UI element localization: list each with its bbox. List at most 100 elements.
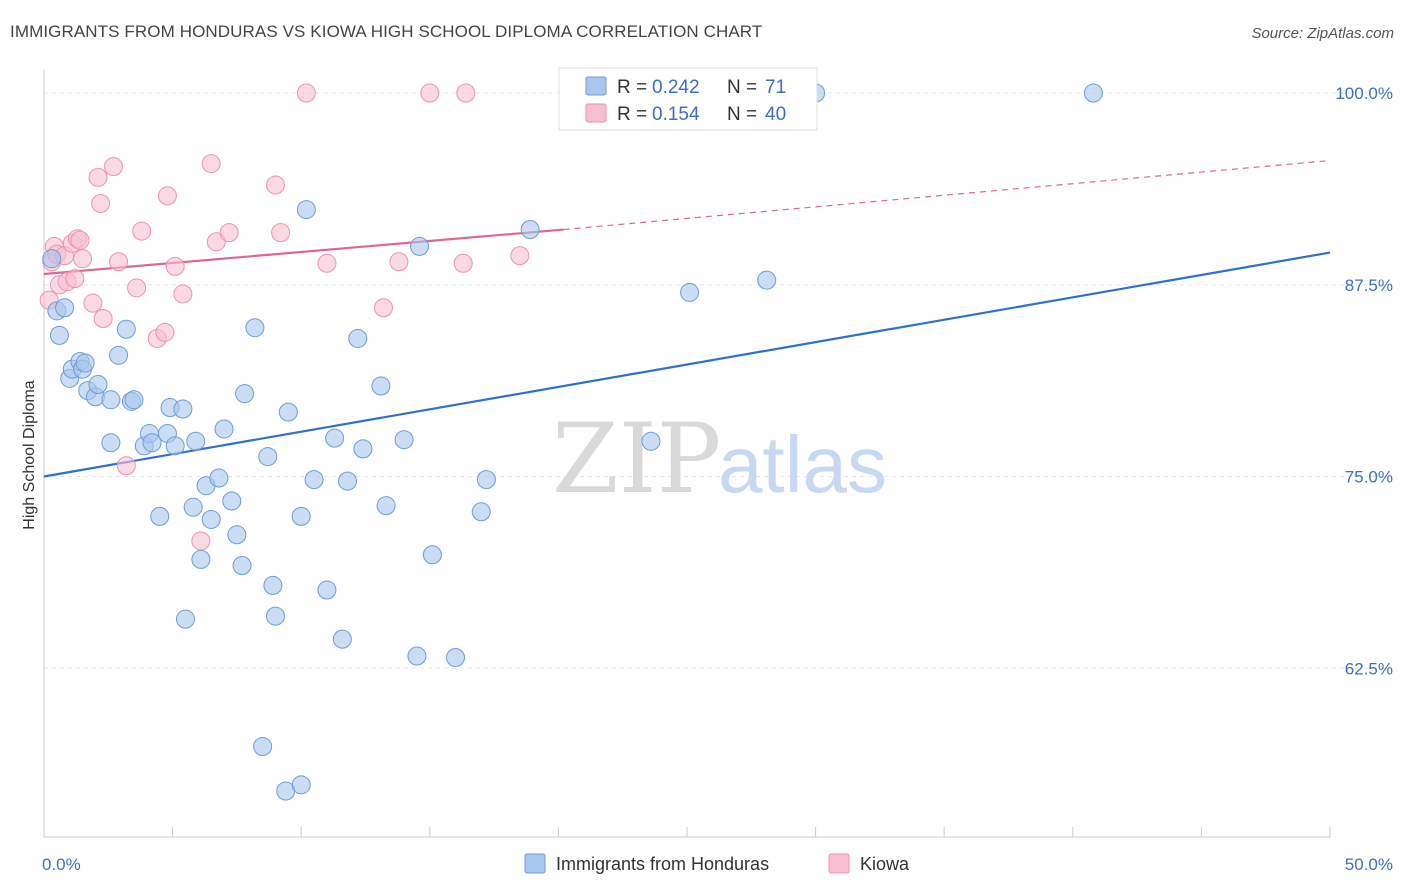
data-point xyxy=(91,193,111,213)
data-point xyxy=(348,328,368,348)
legend-r-value: 0.242 xyxy=(652,77,700,98)
legend-r-label: R = xyxy=(617,77,647,98)
data-point xyxy=(157,186,177,206)
data-point xyxy=(109,345,129,365)
y-tick-label: 62.5% xyxy=(1345,659,1393,678)
y-tick-label: 87.5% xyxy=(1345,276,1393,295)
watermark-atlas: atlas xyxy=(718,420,887,509)
data-point xyxy=(410,236,430,256)
data-point xyxy=(296,200,316,220)
bottom-legend: Immigrants from Honduras Kiowa xyxy=(524,853,910,874)
data-point xyxy=(101,390,121,410)
data-point xyxy=(258,447,278,467)
data-point xyxy=(124,390,144,410)
data-point xyxy=(353,439,373,459)
data-point xyxy=(420,83,440,103)
data-point xyxy=(680,282,700,302)
legend-swatch xyxy=(585,103,607,123)
data-point xyxy=(175,609,195,629)
data-point xyxy=(317,580,337,600)
data-point xyxy=(127,278,147,298)
grid-lines xyxy=(44,92,1392,669)
data-point xyxy=(214,419,234,439)
data-point xyxy=(155,322,175,342)
data-point xyxy=(291,506,311,526)
trend-line-extension xyxy=(563,159,1331,231)
data-point xyxy=(317,253,337,273)
legend-n-value: 71 xyxy=(765,77,786,98)
data-point xyxy=(101,433,121,453)
legend-r-label: R = xyxy=(617,104,647,125)
chart-title: IMMIGRANTS FROM HONDURAS VS KIOWA HIGH S… xyxy=(10,22,763,41)
data-point xyxy=(227,525,247,545)
y-axis-label: High School Diploma xyxy=(21,380,38,530)
data-point xyxy=(132,221,152,241)
axes xyxy=(43,70,1331,838)
trend-lines xyxy=(43,159,1331,478)
data-point xyxy=(453,253,473,273)
data-point xyxy=(103,157,123,177)
data-point xyxy=(232,555,252,575)
trend-line xyxy=(43,228,564,276)
bottom-legend-swatch xyxy=(524,853,546,874)
data-point xyxy=(325,428,345,448)
data-point xyxy=(142,433,162,453)
data-point xyxy=(376,496,396,516)
data-points xyxy=(39,83,1103,801)
data-point xyxy=(271,223,291,243)
data-point xyxy=(209,468,229,488)
data-point xyxy=(42,249,62,269)
data-point xyxy=(332,629,352,649)
data-point xyxy=(70,230,90,250)
bottom-legend-swatch xyxy=(828,853,850,874)
data-point xyxy=(65,269,85,289)
data-point xyxy=(235,384,255,404)
data-point xyxy=(389,252,409,272)
data-point xyxy=(371,376,391,396)
data-point xyxy=(245,318,265,338)
bottom-legend-label: Immigrants from Honduras xyxy=(556,854,769,874)
data-point xyxy=(253,736,273,756)
data-point xyxy=(520,220,540,240)
x-tick-label: 50.0% xyxy=(1345,855,1393,874)
data-point xyxy=(83,293,103,313)
data-point xyxy=(186,431,206,451)
tick-labels: 100.0% 87.5% 75.0% 62.5% 0.0% 50.0% xyxy=(42,84,1393,874)
legend-box: R = 0.242 N = 71 R = 0.154 N = 40 xyxy=(558,67,818,131)
data-point xyxy=(173,399,193,419)
data-point xyxy=(116,456,136,476)
data-point xyxy=(757,270,777,290)
data-point xyxy=(201,154,221,174)
data-point xyxy=(304,470,324,490)
data-point xyxy=(476,470,496,490)
source-label: Source: ZipAtlas.com xyxy=(1251,25,1394,42)
data-point xyxy=(337,471,357,491)
data-point xyxy=(394,430,414,450)
data-point xyxy=(150,506,170,526)
data-point xyxy=(263,575,283,595)
data-point xyxy=(1083,83,1103,103)
data-point xyxy=(278,402,298,422)
data-point xyxy=(173,284,193,304)
data-point xyxy=(456,83,476,103)
y-tick-label: 75.0% xyxy=(1345,468,1393,487)
data-point xyxy=(291,775,311,795)
data-point xyxy=(510,246,530,266)
data-point xyxy=(116,319,136,339)
data-point xyxy=(407,646,427,666)
legend-n-label: N = xyxy=(727,77,757,98)
y-tick-label: 100.0% xyxy=(1335,84,1393,103)
data-point xyxy=(165,436,185,456)
data-point xyxy=(201,509,221,529)
data-point xyxy=(88,167,108,187)
data-point xyxy=(265,606,285,626)
data-point xyxy=(88,374,108,394)
data-point xyxy=(422,545,442,565)
data-point xyxy=(49,325,69,345)
data-point xyxy=(55,298,75,318)
data-point xyxy=(93,309,113,329)
data-point xyxy=(109,252,129,272)
legend-n-label: N = xyxy=(727,104,757,125)
data-point xyxy=(641,431,661,451)
